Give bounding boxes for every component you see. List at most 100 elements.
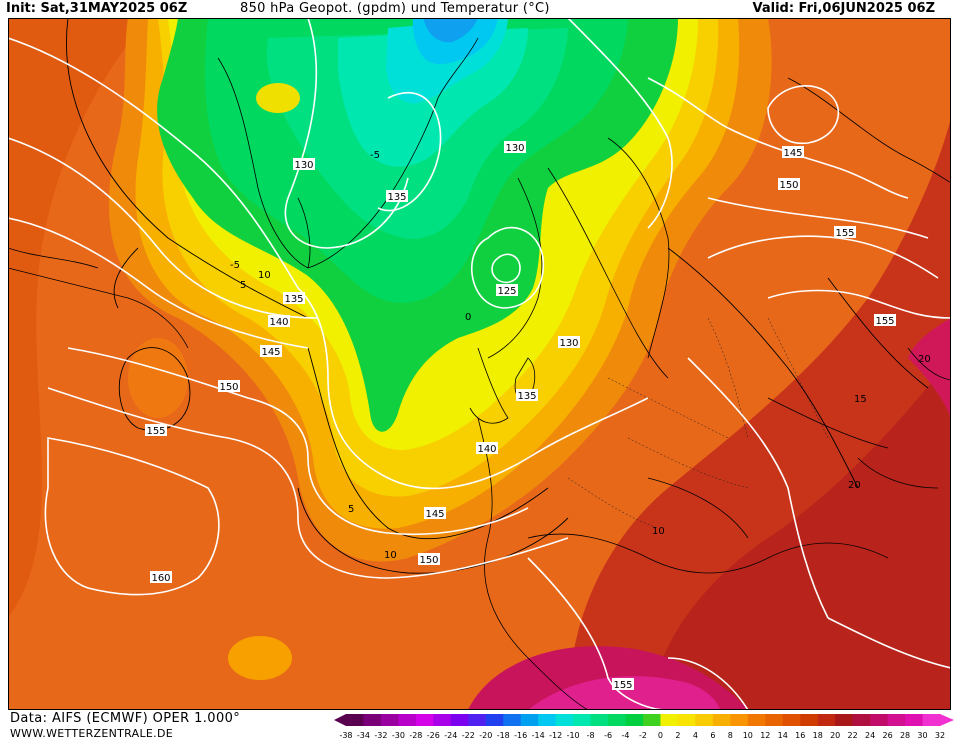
map-frame [8, 18, 951, 710]
svg-text:150: 150 [779, 180, 798, 191]
colorbar-swatch [468, 714, 487, 726]
colorbar-tick-label: 32 [935, 731, 945, 740]
header-bar: Init: Sat,31MAY2025 06Z 850 hPa Geopot. … [0, 0, 959, 18]
colorbar-swatch [782, 714, 801, 726]
svg-text:145: 145 [425, 509, 444, 520]
colorbar-swatch [415, 714, 434, 726]
iso-label-150c: 150 [778, 178, 800, 191]
colorbar-swatch [625, 714, 644, 726]
t-label-5a: 5 [348, 504, 354, 515]
svg-text:155: 155 [613, 680, 632, 691]
iso-label-140b: 140 [476, 442, 498, 455]
svg-text:155: 155 [835, 228, 854, 239]
iso-label-155d: 155 [834, 226, 856, 239]
colorbar-tick-label: 14 [778, 731, 788, 740]
colorbar-swatch [905, 714, 924, 726]
geopotential-labels: 130 135 125 130 135 140 145 150 155 160 … [145, 141, 896, 691]
temp-spot-warm-nw2 [128, 338, 188, 418]
colorbar-swatch [852, 714, 871, 726]
colorbar-tick-label: -14 [532, 731, 545, 740]
colorbar-tick-label: 16 [795, 731, 805, 740]
colorbar-swatch [433, 714, 452, 726]
svg-text:130: 130 [505, 143, 524, 154]
t-label-5b: 5 [240, 280, 246, 291]
colorbar-swatch [870, 714, 889, 726]
colorbar-swatch [520, 714, 539, 726]
t-label-20a: 20 [848, 480, 861, 491]
temperature-labels: -5 0 5 10 15 20 -5 10 5 10 20 [230, 150, 931, 561]
website-label: WWW.WETTERZENTRALE.DE [10, 727, 173, 740]
iso-label-135a: 135 [386, 190, 408, 203]
colorbar-swatch [817, 714, 836, 726]
colorbar-swatch [800, 714, 819, 726]
svg-text:155: 155 [146, 426, 165, 437]
colorbar-swatch [363, 714, 382, 726]
svg-text:140: 140 [477, 444, 496, 455]
colorbar-tick-label: -8 [587, 731, 595, 740]
iso-label-135c: 135 [516, 389, 538, 402]
colorbar-swatch [450, 714, 469, 726]
colorbar-tick-label: 0 [658, 731, 663, 740]
init-time-label: Init: Sat,31MAY2025 06Z [6, 1, 188, 16]
iso-label-145b: 145 [424, 507, 446, 520]
colorbar-swatch [398, 714, 417, 726]
country-borders [567, 317, 829, 529]
iso-label-125: 125 [496, 284, 518, 297]
colorbar-tick-label: 18 [813, 731, 823, 740]
temp-band-m12 [423, 18, 478, 43]
colorbar-tick-label: 22 [848, 731, 858, 740]
colorbar-arrow-left [334, 714, 346, 726]
colorbar-swatch [660, 714, 679, 726]
colorbar-tick-label: 6 [710, 731, 715, 740]
iso-label-140a: 140 [268, 315, 290, 328]
colorbar-tick-label: 10 [743, 731, 753, 740]
svg-text:155: 155 [875, 316, 894, 327]
colorbar-tick-label: -22 [462, 731, 475, 740]
colorbar-swatch [765, 714, 784, 726]
iso-label-135b: 135 [283, 292, 305, 305]
t-label-10b: 10 [258, 270, 271, 281]
iso-label-145c: 145 [782, 146, 804, 159]
weather-map[interactable]: 130 135 125 130 135 140 145 150 155 160 … [8, 18, 951, 710]
iso-label-130a: 130 [293, 158, 315, 171]
t-label-15: 15 [854, 394, 867, 405]
colorbar-tick-label: -20 [479, 731, 492, 740]
colorbar-tick-label: 30 [917, 731, 927, 740]
colorbar-tick-label: -32 [374, 731, 387, 740]
colorbar-tick-label: 8 [728, 731, 733, 740]
t-label-10c: 10 [652, 526, 665, 537]
iso-label-145a: 145 [260, 345, 282, 358]
temp-band-12 [8, 18, 148, 618]
iso-label-130b: 130 [504, 141, 526, 154]
colorbar-swatch [380, 714, 399, 726]
colorbar-tick-label: -28 [409, 731, 422, 740]
colorbar-tick-label: -6 [604, 731, 612, 740]
colorbar-swatch [346, 714, 364, 726]
t-label-10a: 10 [384, 550, 397, 561]
colorbar-swatch [608, 714, 627, 726]
iso-label-130c: 130 [558, 336, 580, 349]
svg-text:135: 135 [517, 391, 536, 402]
colorbar-swatch [485, 714, 504, 726]
colorbar-tick-label: -2 [639, 731, 647, 740]
colorbar-swatch [503, 714, 522, 726]
geopotential-contours [8, 18, 951, 710]
t-label-20b: 20 [918, 354, 931, 365]
colorbar-tick-label: -38 [339, 731, 352, 740]
svg-text:140: 140 [269, 317, 288, 328]
svg-text:150: 150 [419, 555, 438, 566]
iso-label-155c: 155 [874, 314, 896, 327]
svg-text:130: 130 [559, 338, 578, 349]
colorbar-swatch [922, 714, 941, 726]
t-label-m5a: -5 [370, 150, 380, 161]
colorbar-swatch [538, 714, 557, 726]
iso-label-160: 160 [150, 571, 172, 584]
colorbar-tick-label: 20 [830, 731, 840, 740]
temp-band-20 [648, 358, 951, 710]
colorbar-swatch [677, 714, 696, 726]
colorbar-tick-label: -30 [392, 731, 405, 740]
svg-text:150: 150 [219, 382, 238, 393]
colorbar-tick-label: -12 [549, 731, 562, 740]
colorbar-tick-label: 28 [900, 731, 910, 740]
svg-text:160: 160 [151, 573, 170, 584]
